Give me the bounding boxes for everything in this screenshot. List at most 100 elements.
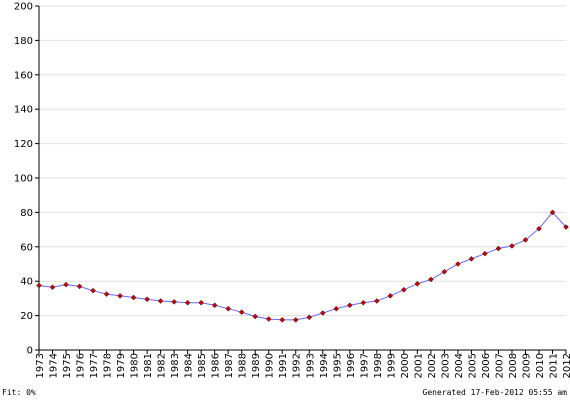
x-tick-label: 2010: [535, 353, 546, 378]
y-tick-label: 20: [20, 311, 33, 322]
x-tick-label: 1987: [224, 353, 235, 378]
data-point: [63, 281, 69, 288]
x-tick-label: 1996: [346, 353, 357, 378]
y-tick-label: 60: [20, 242, 33, 253]
data-point: [347, 302, 353, 309]
y-tick-label: 120: [14, 139, 33, 150]
x-tick-labels: 1973 1974 1975 1976 1977 1978 1979 1980 1981 1982…: [35, 353, 570, 378]
data-point: [333, 305, 340, 312]
data-point: [144, 296, 150, 303]
x-tick-label: 2003: [440, 353, 451, 378]
series-markers: [36, 209, 569, 323]
data-point: [49, 284, 56, 291]
data-point: [387, 293, 394, 299]
gridlines: [39, 5, 566, 317]
x-tick-label: 1973: [35, 353, 46, 378]
data-point: [225, 305, 231, 312]
data-point: [441, 268, 448, 275]
data-point: [306, 314, 313, 321]
x-tick-label: 1990: [265, 353, 276, 378]
x-tick-label: 1995: [332, 353, 343, 378]
data-point: [130, 294, 137, 301]
x-tick-label: 2008: [508, 353, 519, 378]
data-point: [319, 310, 326, 316]
data-point: [90, 287, 96, 294]
data-point: [482, 250, 488, 257]
data-point: [157, 298, 164, 304]
x-tick-label: 1975: [62, 353, 73, 378]
x-tick-label: 2002: [427, 353, 438, 378]
y-tick-label: 200: [14, 2, 33, 13]
data-point: [198, 299, 204, 306]
data-point: [292, 317, 299, 323]
data-point: [76, 283, 83, 290]
generated-timestamp: Generated 17-Feb-2012 05:55 am: [422, 388, 568, 397]
data-point: [103, 291, 110, 297]
x-tick-label: 1993: [305, 353, 316, 378]
x-tick-label: 2011: [548, 353, 559, 378]
y-tick-label: 180: [14, 36, 33, 47]
data-point: [509, 243, 515, 249]
x-tick-label: 2004: [454, 353, 465, 378]
data-point: [414, 280, 421, 287]
x-tick-label: 1980: [130, 353, 141, 378]
x-tick-label: 1986: [211, 353, 222, 378]
x-tick-label: 1988: [238, 353, 249, 378]
data-point: [455, 261, 461, 267]
x-tick-label: 1985: [197, 353, 208, 378]
data-point: [265, 316, 272, 322]
x-tick-label: 1998: [373, 353, 384, 378]
y-tick-label: 40: [20, 277, 33, 288]
x-tick-label: 2000: [400, 353, 411, 378]
data-point: [495, 245, 502, 252]
data-point: [279, 317, 286, 323]
data-point: [184, 299, 191, 306]
x-tick-label: 1979: [116, 353, 127, 378]
data-point: [360, 299, 367, 306]
data-point: [252, 313, 258, 320]
y-tick-label: 100: [14, 174, 33, 185]
x-tick-label: 1992: [292, 353, 303, 378]
data-point: [563, 224, 569, 230]
y-tick-label: 0: [27, 346, 33, 357]
y-tick-label: 140: [14, 105, 33, 116]
x-tick-label: 1981: [143, 353, 154, 378]
x-tick-label: 2001: [413, 353, 424, 378]
x-tick-label: 1989: [251, 353, 262, 378]
data-point: [549, 209, 556, 216]
y-tick-label: 160: [14, 70, 33, 81]
x-tick-label: 1982: [157, 353, 168, 378]
data-point: [536, 225, 542, 232]
x-tick-label: 1991: [278, 353, 289, 378]
x-tick-label: 1984: [184, 353, 195, 378]
data-point: [36, 282, 42, 289]
data-point: [522, 237, 529, 243]
data-point: [401, 287, 407, 293]
x-tick-label: 2005: [467, 353, 478, 378]
data-point: [117, 293, 123, 299]
x-tick-label: 1978: [103, 353, 114, 378]
x-tick-label: 1977: [89, 353, 100, 378]
x-tick-label: 2012: [562, 353, 570, 378]
data-point: [238, 309, 245, 315]
x-tick-label: 1999: [386, 353, 397, 378]
axes: [35, 5, 567, 354]
x-tick-label: 1994: [319, 353, 330, 378]
x-tick-label: 2009: [521, 353, 532, 378]
x-tick-label: 1997: [359, 353, 370, 378]
data-point: [428, 276, 434, 283]
x-tick-label: 2007: [494, 353, 505, 378]
x-tick-label: 1976: [76, 353, 87, 378]
data-point: [468, 256, 475, 262]
data-point: [374, 298, 380, 304]
y-tick-labels: 0 20 40 60 80 100 120 140 160 180 200: [14, 2, 33, 357]
data-point: [171, 299, 177, 305]
series-line: [38, 211, 567, 321]
x-tick-label: 1974: [49, 353, 60, 378]
x-tick-label: 1983: [170, 353, 181, 378]
fit-label: Fit: 0%: [2, 388, 36, 397]
data-point: [211, 302, 218, 309]
y-tick-label: 80: [20, 208, 33, 219]
x-tick-label: 2006: [481, 353, 492, 378]
